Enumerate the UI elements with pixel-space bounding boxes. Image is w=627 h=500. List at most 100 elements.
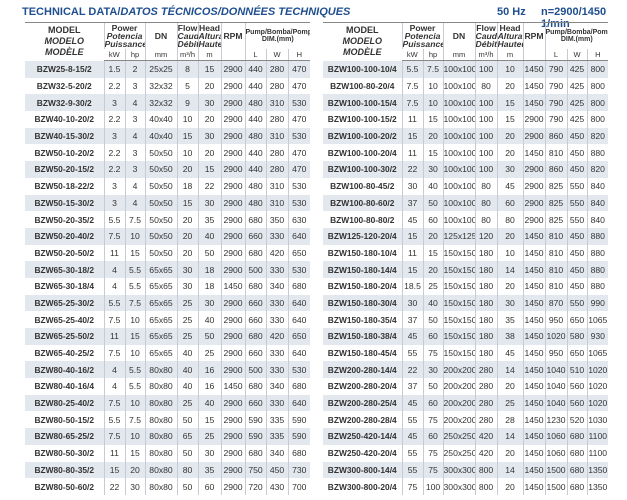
value-cell: 470 [287, 144, 311, 162]
value-cell: 45 [496, 344, 524, 362]
value-cell: 80x80 [144, 378, 178, 395]
value-cell: 420 [474, 444, 498, 462]
value-cell: 810 [544, 244, 568, 262]
value-cell: 2900 [220, 194, 246, 212]
header-text: MODELO [342, 36, 383, 47]
header-unit: hp [422, 49, 444, 61]
value-cell: 60 [422, 394, 444, 412]
value-cell: 3 [103, 177, 125, 195]
value-cell: 340 [265, 378, 289, 395]
header-unit: H [586, 49, 609, 61]
value-cell: 180 [474, 261, 498, 278]
value-cell: 280 [265, 144, 289, 162]
value-cell: 32x32 [144, 77, 178, 95]
value-cell: 650 [566, 311, 588, 328]
value-cell: 20 [496, 227, 524, 245]
value-cell: 80x80 [144, 478, 178, 495]
value-cell: 470 [287, 77, 311, 95]
value-cell: 1450 [522, 144, 546, 162]
value-cell: 10 [124, 227, 146, 245]
value-cell: 40x40 [144, 127, 178, 145]
value-cell: 2900 [220, 94, 246, 112]
value-cell: 4 [124, 94, 146, 112]
value-cell: 50 [176, 411, 199, 429]
table-row: BZW80-50-30/2 11 15 80x80 50 30 2900 680 340 680 [25, 444, 311, 462]
value-cell: 730 [287, 461, 311, 479]
title-italic: DATOS TÉCNICOS/DONNÉES TECHNIQUES [120, 6, 351, 18]
value-cell: 2.2 [103, 77, 125, 95]
value-cell: 22 [401, 161, 423, 178]
header-text: MODEL [346, 25, 379, 36]
value-cell: 680 [566, 428, 588, 445]
value-cell: 25 [496, 394, 524, 412]
header-dn: DN [144, 22, 178, 49]
header-unit: L [244, 49, 267, 61]
value-cell: 10 [496, 244, 524, 262]
value-cell: 22 [401, 361, 423, 379]
table-row: BZW50-20-50/2 11 15 50x50 20 50 2900 680 420 650 [25, 244, 311, 262]
value-cell: 860 [544, 127, 568, 145]
header-text: Puissance [104, 39, 146, 49]
table-row: BZW150-180-10/4 11 15 150x150 180 10 1450 810 45… [323, 244, 609, 262]
value-cell: 680 [287, 444, 311, 462]
value-cell: 50x50 [144, 244, 178, 262]
value-cell: 20 [496, 127, 524, 145]
value-cell: 1100 [586, 428, 609, 445]
table-row: BZW50-20-35/2 5.5 7.5 50x50 20 35 2900 680 350 63… [25, 211, 311, 228]
value-cell: 450 [566, 277, 588, 295]
value-cell: 15 [422, 144, 444, 162]
value-cell: 30 [197, 294, 222, 312]
value-cell: 480 [244, 194, 267, 212]
model-cell: BZW50-10-20/2 [34, 147, 95, 158]
value-cell: 15 [401, 261, 423, 278]
value-cell: 5.5 [124, 277, 146, 295]
value-cell: 470 [287, 60, 311, 78]
value-cell: 650 [566, 344, 588, 362]
value-cell: 250x250 [442, 428, 476, 445]
value-cell: 4 [124, 127, 146, 145]
model-cell: BZW80-50-60/2 [34, 481, 95, 492]
table-row: BZW200-280-14/4 22 30 200x200 280 14 1450 1040 5… [323, 361, 609, 379]
table-row: BZW32-9-30/2 3 4 32x32 9 30 2900 480 310 530 [25, 94, 311, 112]
value-cell: 800 [474, 461, 498, 479]
value-cell: 200x200 [442, 361, 476, 379]
value-cell: 50x50 [144, 194, 178, 212]
value-cell: 100x100 [442, 194, 476, 212]
value-cell: 330 [265, 261, 289, 278]
value-cell: 800 [586, 111, 609, 128]
value-cell: 750 [244, 461, 267, 479]
model-cell: BZW80-50-15/2 [34, 414, 95, 425]
value-cell: 810 [544, 277, 568, 295]
header-text: Head [199, 23, 221, 33]
value-cell: 25 [176, 294, 199, 312]
value-cell: 330 [265, 361, 289, 379]
value-cell: 7.5 [103, 428, 125, 445]
value-cell: 10 [176, 144, 199, 162]
value-cell: 500 [244, 261, 267, 278]
value-cell: 530 [287, 361, 311, 379]
value-cell: 590 [244, 411, 267, 429]
value-cell: 7.5 [401, 94, 423, 112]
value-cell: 840 [586, 194, 609, 212]
value-cell: 15 [422, 111, 444, 128]
value-cell: 30 [197, 194, 222, 212]
header-text: Hauteur [198, 39, 221, 49]
value-cell: 25 [197, 428, 222, 445]
table-row: BZW65-30-18/2 4 5.5 65x65 30 18 2900 500 330 530 [25, 261, 311, 278]
table-row: BZW200-280-25/4 45 60 200x200 280 25 1450 1040 5… [323, 394, 609, 412]
value-cell: 15 [103, 461, 125, 479]
value-cell: 425 [566, 60, 588, 78]
value-cell: 80x80 [144, 428, 178, 445]
header-text: Hauteur [497, 39, 523, 49]
header-unit: W [566, 49, 588, 61]
model-cell: BZW65-40-25/2 [34, 348, 95, 359]
value-cell: 40 [176, 361, 199, 379]
value-cell: 18.5 [401, 277, 423, 295]
value-cell: 350 [265, 211, 289, 228]
value-cell: 50x50 [144, 177, 178, 195]
value-cell: 45 [401, 211, 423, 228]
value-cell: 5.5 [103, 211, 125, 228]
value-cell: 2900 [220, 77, 246, 95]
model-cell: BZW65-25-30/2 [34, 297, 95, 308]
value-cell: 335 [265, 411, 289, 429]
